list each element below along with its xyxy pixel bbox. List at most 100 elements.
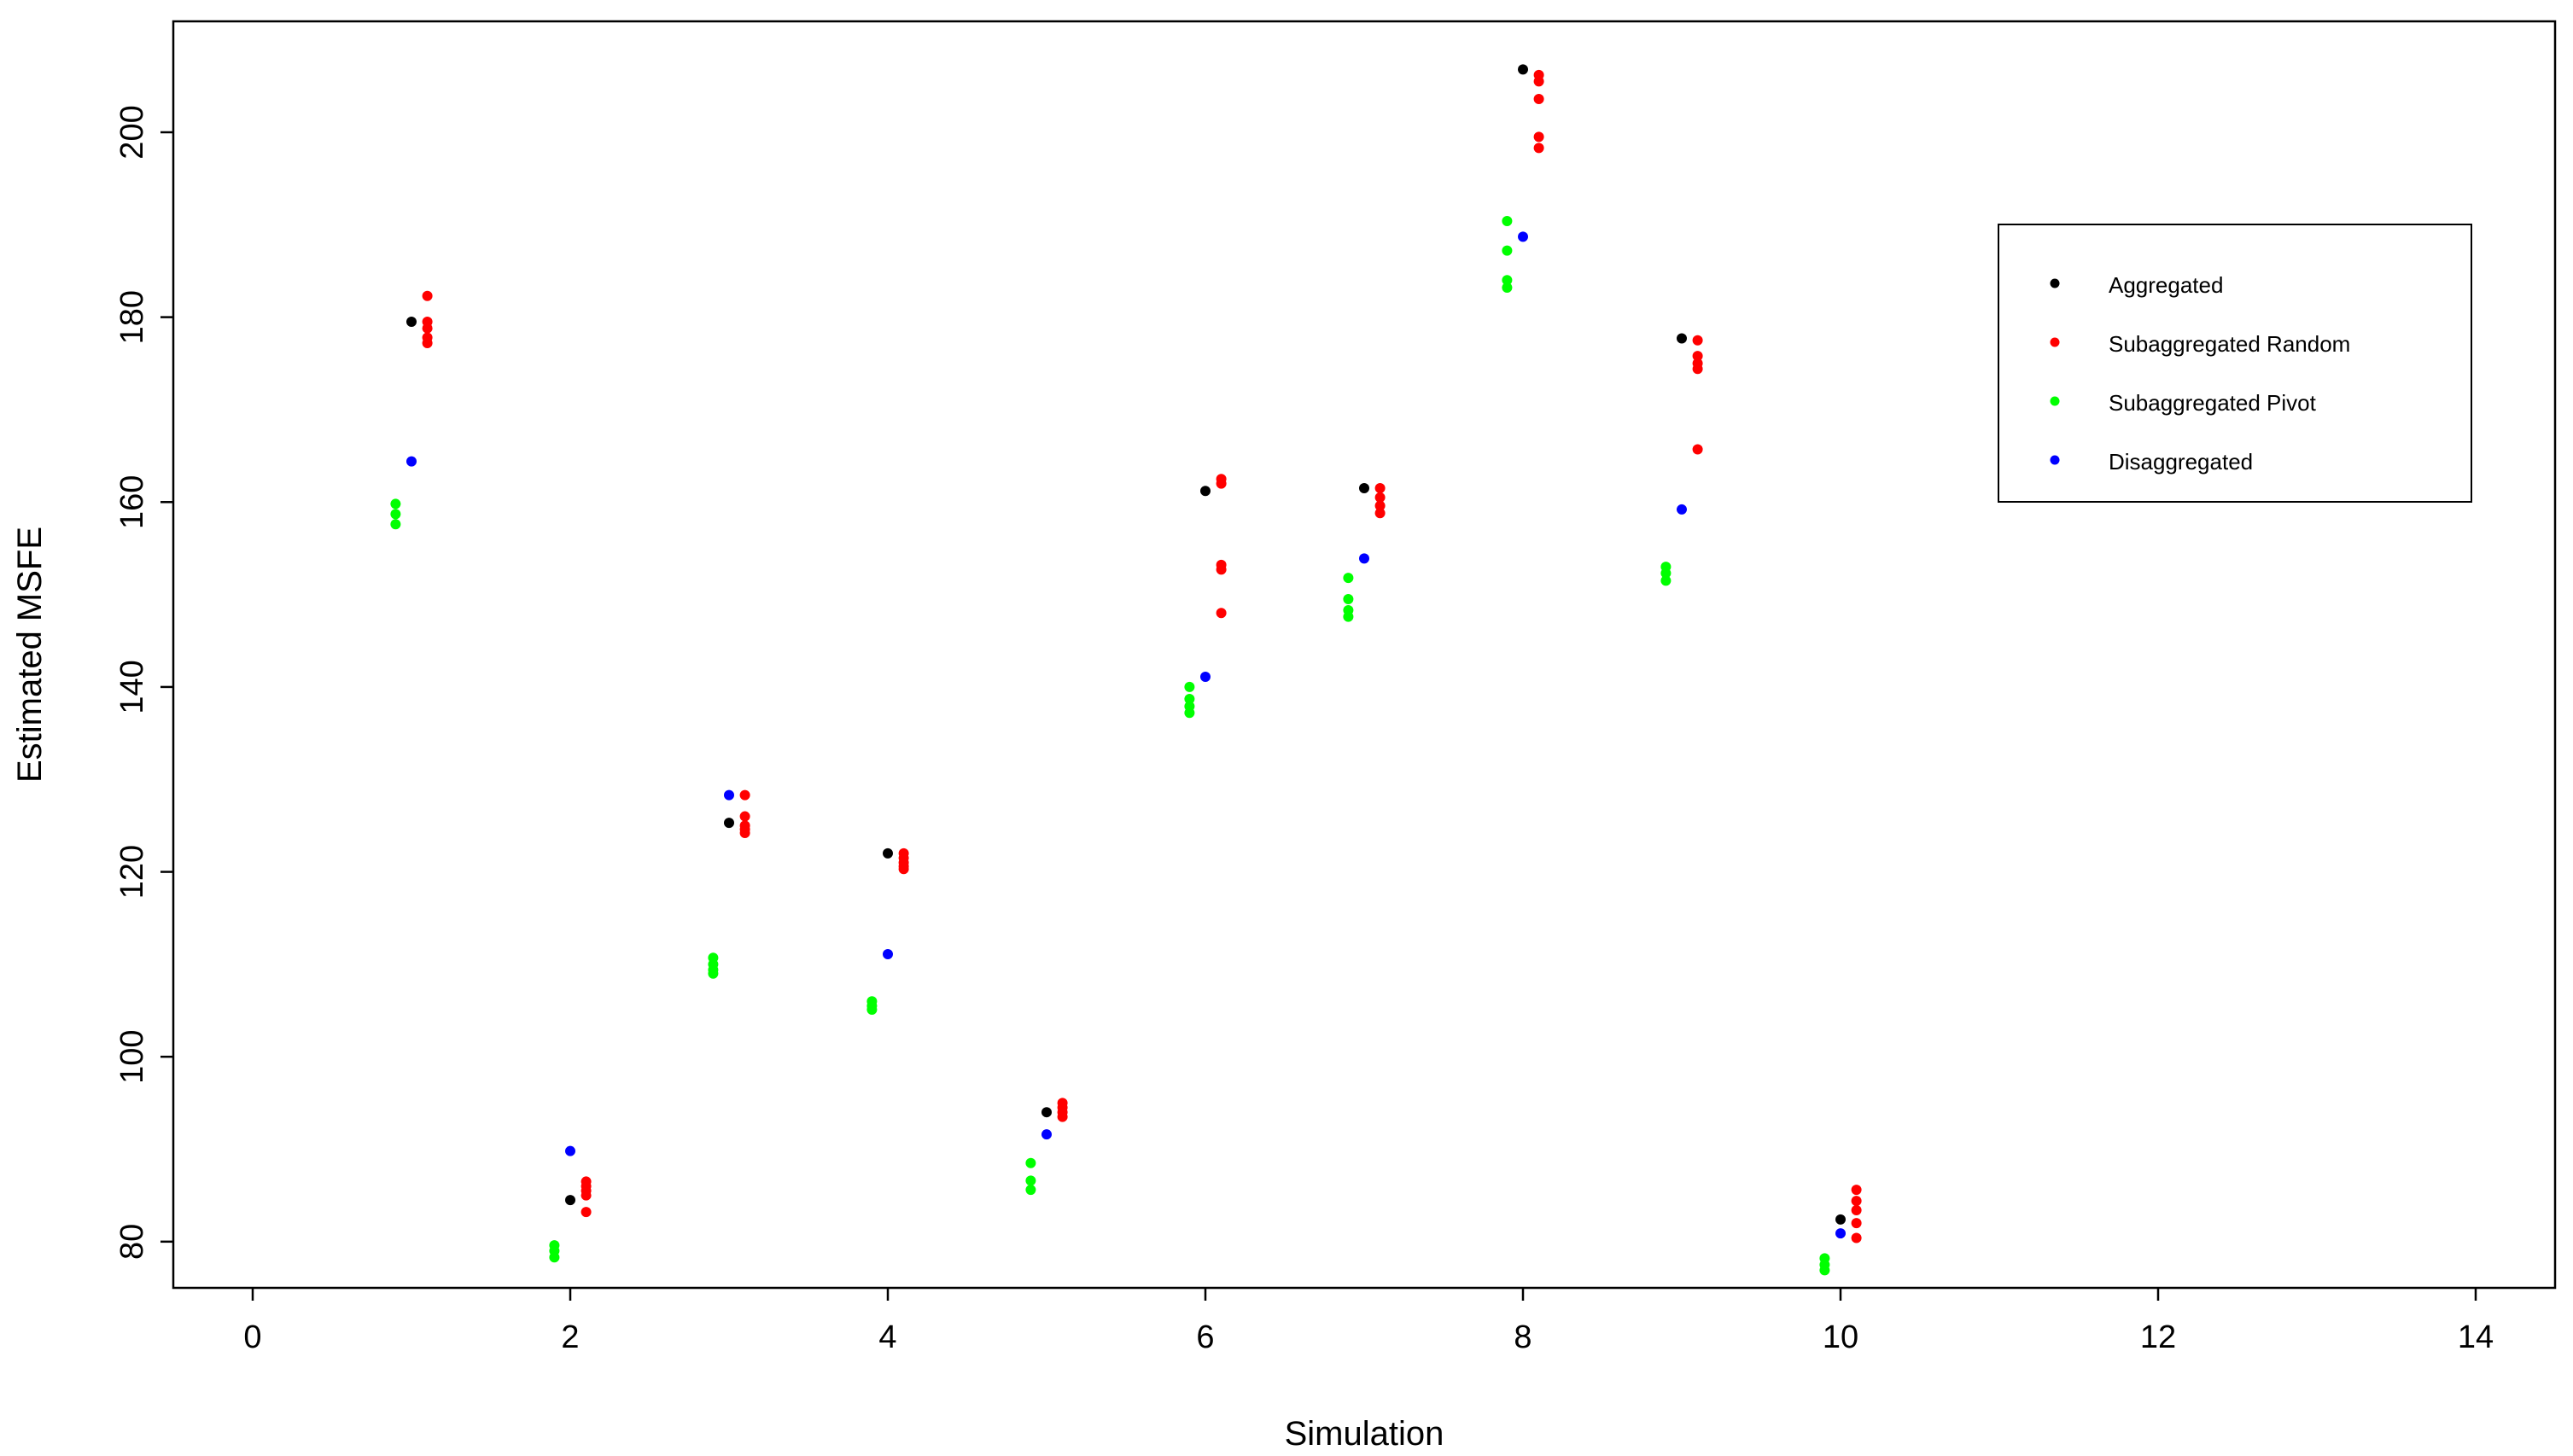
point-subaggregated-pivot (866, 1004, 878, 1015)
point-disaggregated (1359, 553, 1369, 564)
point-subaggregated-pivot (1502, 275, 1513, 286)
point-disaggregated (1518, 231, 1528, 242)
legend-label-aggregated: Aggregated (2109, 272, 2223, 298)
point-subaggregated-pivot (1343, 611, 1354, 622)
legend-marker-subaggregated-pivot (2050, 396, 2060, 406)
x-axis-title: Simulation (1285, 1415, 1444, 1453)
y-tick-label: 180 (114, 290, 150, 344)
point-disaggregated (724, 789, 734, 801)
x-tick-label: 0 (243, 1319, 261, 1355)
x-tick-label: 8 (1514, 1319, 1532, 1355)
legend-box (1998, 224, 2472, 503)
legend-label-subaggregated-pivot: Subaggregated Pivot (2109, 390, 2317, 416)
point-subaggregated-pivot (1184, 708, 1195, 719)
point-disaggregated (1677, 504, 1687, 515)
point-subaggregated-random (1374, 483, 1386, 494)
point-subaggregated-random (1533, 131, 1544, 143)
point-aggregated (1677, 333, 1687, 344)
point-subaggregated-random (1374, 492, 1386, 503)
point-subaggregated-pivot (390, 498, 401, 510)
point-subaggregated-random (581, 1190, 592, 1201)
point-subaggregated-random (898, 864, 909, 875)
legend: Aggregated Subaggregated Random Subaggrega… (1998, 224, 2472, 503)
point-subaggregated-random (581, 1207, 592, 1218)
point-subaggregated-random (739, 828, 750, 839)
x-tick-label: 12 (2140, 1319, 2176, 1355)
point-disaggregated (1835, 1228, 1846, 1239)
y-axis-title: Estimated MSFE (11, 527, 49, 783)
point-subaggregated-random (1057, 1111, 1068, 1122)
point-disaggregated (1041, 1129, 1052, 1140)
point-subaggregated-random (1851, 1205, 1862, 1216)
point-subaggregated-random (1851, 1185, 1862, 1196)
point-disaggregated (406, 456, 417, 467)
point-aggregated (565, 1195, 575, 1206)
point-aggregated (1041, 1107, 1052, 1118)
point-subaggregated-random (1533, 143, 1544, 154)
point-subaggregated-random (422, 290, 433, 301)
x-axis: 0 2 4 6 8 10 12 14 (243, 1288, 2494, 1355)
point-subaggregated-pivot (1502, 215, 1513, 226)
point-aggregated (883, 847, 893, 859)
point-subaggregated-pivot (1660, 568, 1672, 579)
y-tick-label: 120 (114, 845, 150, 899)
point-subaggregated-pivot (1184, 693, 1195, 704)
point-subaggregated-random (1533, 76, 1544, 87)
point-subaggregated-random (1851, 1232, 1862, 1243)
x-tick-label: 14 (2458, 1319, 2494, 1355)
legend-label-subaggregated-random: Subaggregated Random (2109, 331, 2350, 357)
point-subaggregated-pivot (1502, 245, 1513, 256)
point-disaggregated (1200, 671, 1211, 682)
x-tick-label: 4 (878, 1319, 896, 1355)
y-axis: 80 100 120 140 160 180 200 (114, 105, 173, 1260)
point-subaggregated-random (1851, 1218, 1862, 1229)
point-subaggregated-random (1216, 608, 1227, 619)
legend-marker-aggregated (2050, 278, 2060, 288)
point-subaggregated-random (1216, 564, 1227, 575)
point-subaggregated-random (1692, 351, 1703, 362)
y-tick-label: 140 (114, 660, 150, 713)
point-subaggregated-pivot (1819, 1265, 1830, 1276)
point-subaggregated-random (1533, 93, 1544, 104)
point-aggregated (1359, 483, 1369, 494)
y-tick-label: 160 (114, 475, 150, 529)
y-tick-label: 80 (114, 1224, 150, 1260)
legend-marker-subaggregated-random (2050, 337, 2060, 347)
point-subaggregated-random (1374, 508, 1386, 519)
point-aggregated (1835, 1214, 1846, 1225)
point-subaggregated-pivot (1025, 1185, 1036, 1196)
point-subaggregated-random (739, 811, 750, 822)
x-tick-label: 6 (1196, 1319, 1214, 1355)
x-tick-label: 10 (1823, 1319, 1858, 1355)
point-disaggregated (565, 1145, 575, 1156)
point-subaggregated-pivot (1660, 575, 1672, 586)
data-points (390, 64, 1862, 1276)
y-tick-label: 200 (114, 105, 150, 159)
y-tick-label: 100 (114, 1029, 150, 1083)
point-subaggregated-random (1851, 1196, 1862, 1207)
point-subaggregated-random (1692, 444, 1703, 455)
point-subaggregated-random (739, 789, 750, 801)
legend-label-disaggregated: Disaggregated (2109, 449, 2253, 475)
point-subaggregated-pivot (390, 509, 401, 520)
plot-frame (172, 20, 2557, 1290)
point-subaggregated-pivot (1184, 681, 1195, 692)
point-subaggregated-random (1692, 335, 1703, 346)
point-subaggregated-random (1692, 364, 1703, 375)
point-aggregated (1200, 486, 1211, 497)
point-subaggregated-pivot (390, 519, 401, 530)
point-subaggregated-pivot (1343, 594, 1354, 605)
point-subaggregated-pivot (1025, 1157, 1036, 1168)
point-aggregated (406, 317, 417, 328)
point-subaggregated-random (422, 323, 433, 334)
point-aggregated (1518, 64, 1528, 75)
point-subaggregated-pivot (708, 968, 719, 979)
point-subaggregated-pivot (549, 1252, 560, 1263)
x-tick-label: 2 (561, 1319, 579, 1355)
point-disaggregated (883, 948, 893, 959)
point-subaggregated-pivot (1502, 282, 1513, 293)
legend-marker-disaggregated (2050, 455, 2060, 465)
point-subaggregated-pivot (1343, 573, 1354, 584)
point-subaggregated-random (1374, 500, 1386, 511)
